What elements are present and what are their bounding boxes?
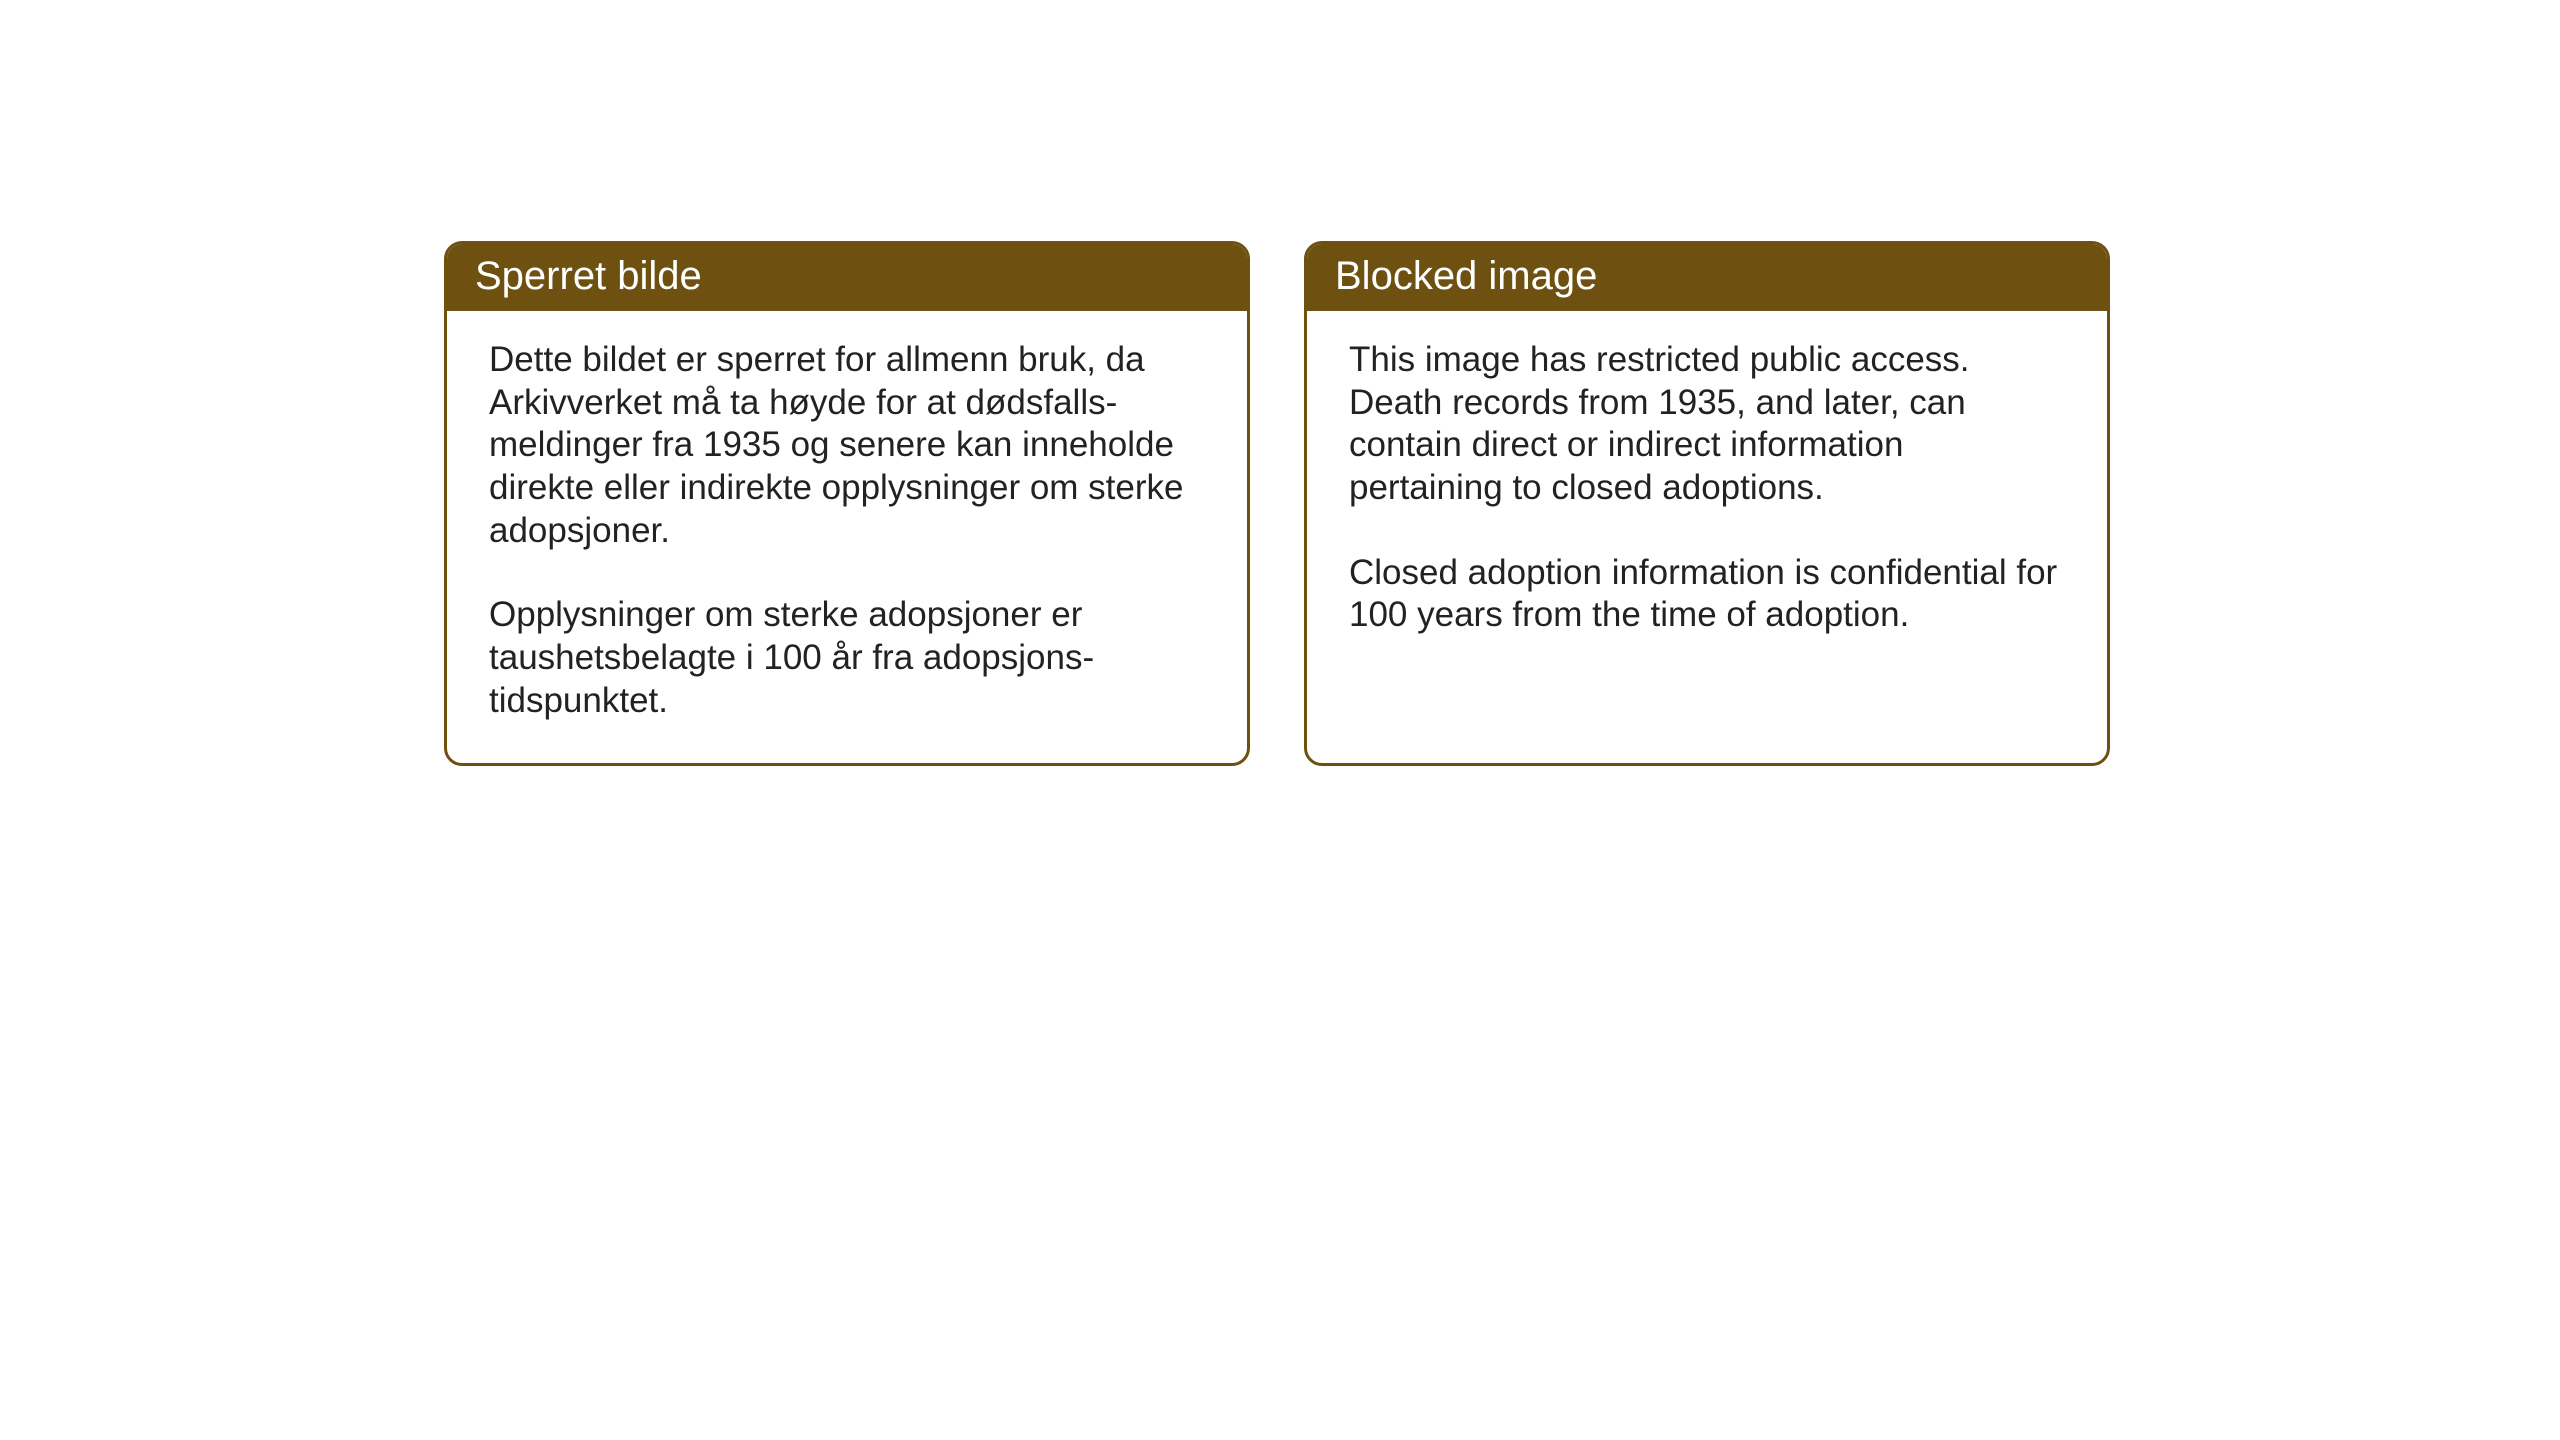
english-paragraph-2: Closed adoption information is confident… (1349, 552, 2065, 637)
english-card-title: Blocked image (1307, 244, 2107, 311)
english-notice-card: Blocked image This image has restricted … (1304, 241, 2110, 766)
norwegian-card-body: Dette bildet er sperret for allmenn bruk… (447, 311, 1247, 763)
norwegian-paragraph-2: Opplysninger om sterke adopsjoner er tau… (489, 594, 1205, 722)
notice-container: Sperret bilde Dette bildet er sperret fo… (444, 241, 2110, 766)
english-paragraph-1: This image has restricted public access.… (1349, 339, 2065, 510)
english-card-body: This image has restricted public access.… (1307, 311, 2107, 677)
norwegian-paragraph-1: Dette bildet er sperret for allmenn bruk… (489, 339, 1205, 552)
norwegian-notice-card: Sperret bilde Dette bildet er sperret fo… (444, 241, 1250, 766)
norwegian-card-title: Sperret bilde (447, 244, 1247, 311)
